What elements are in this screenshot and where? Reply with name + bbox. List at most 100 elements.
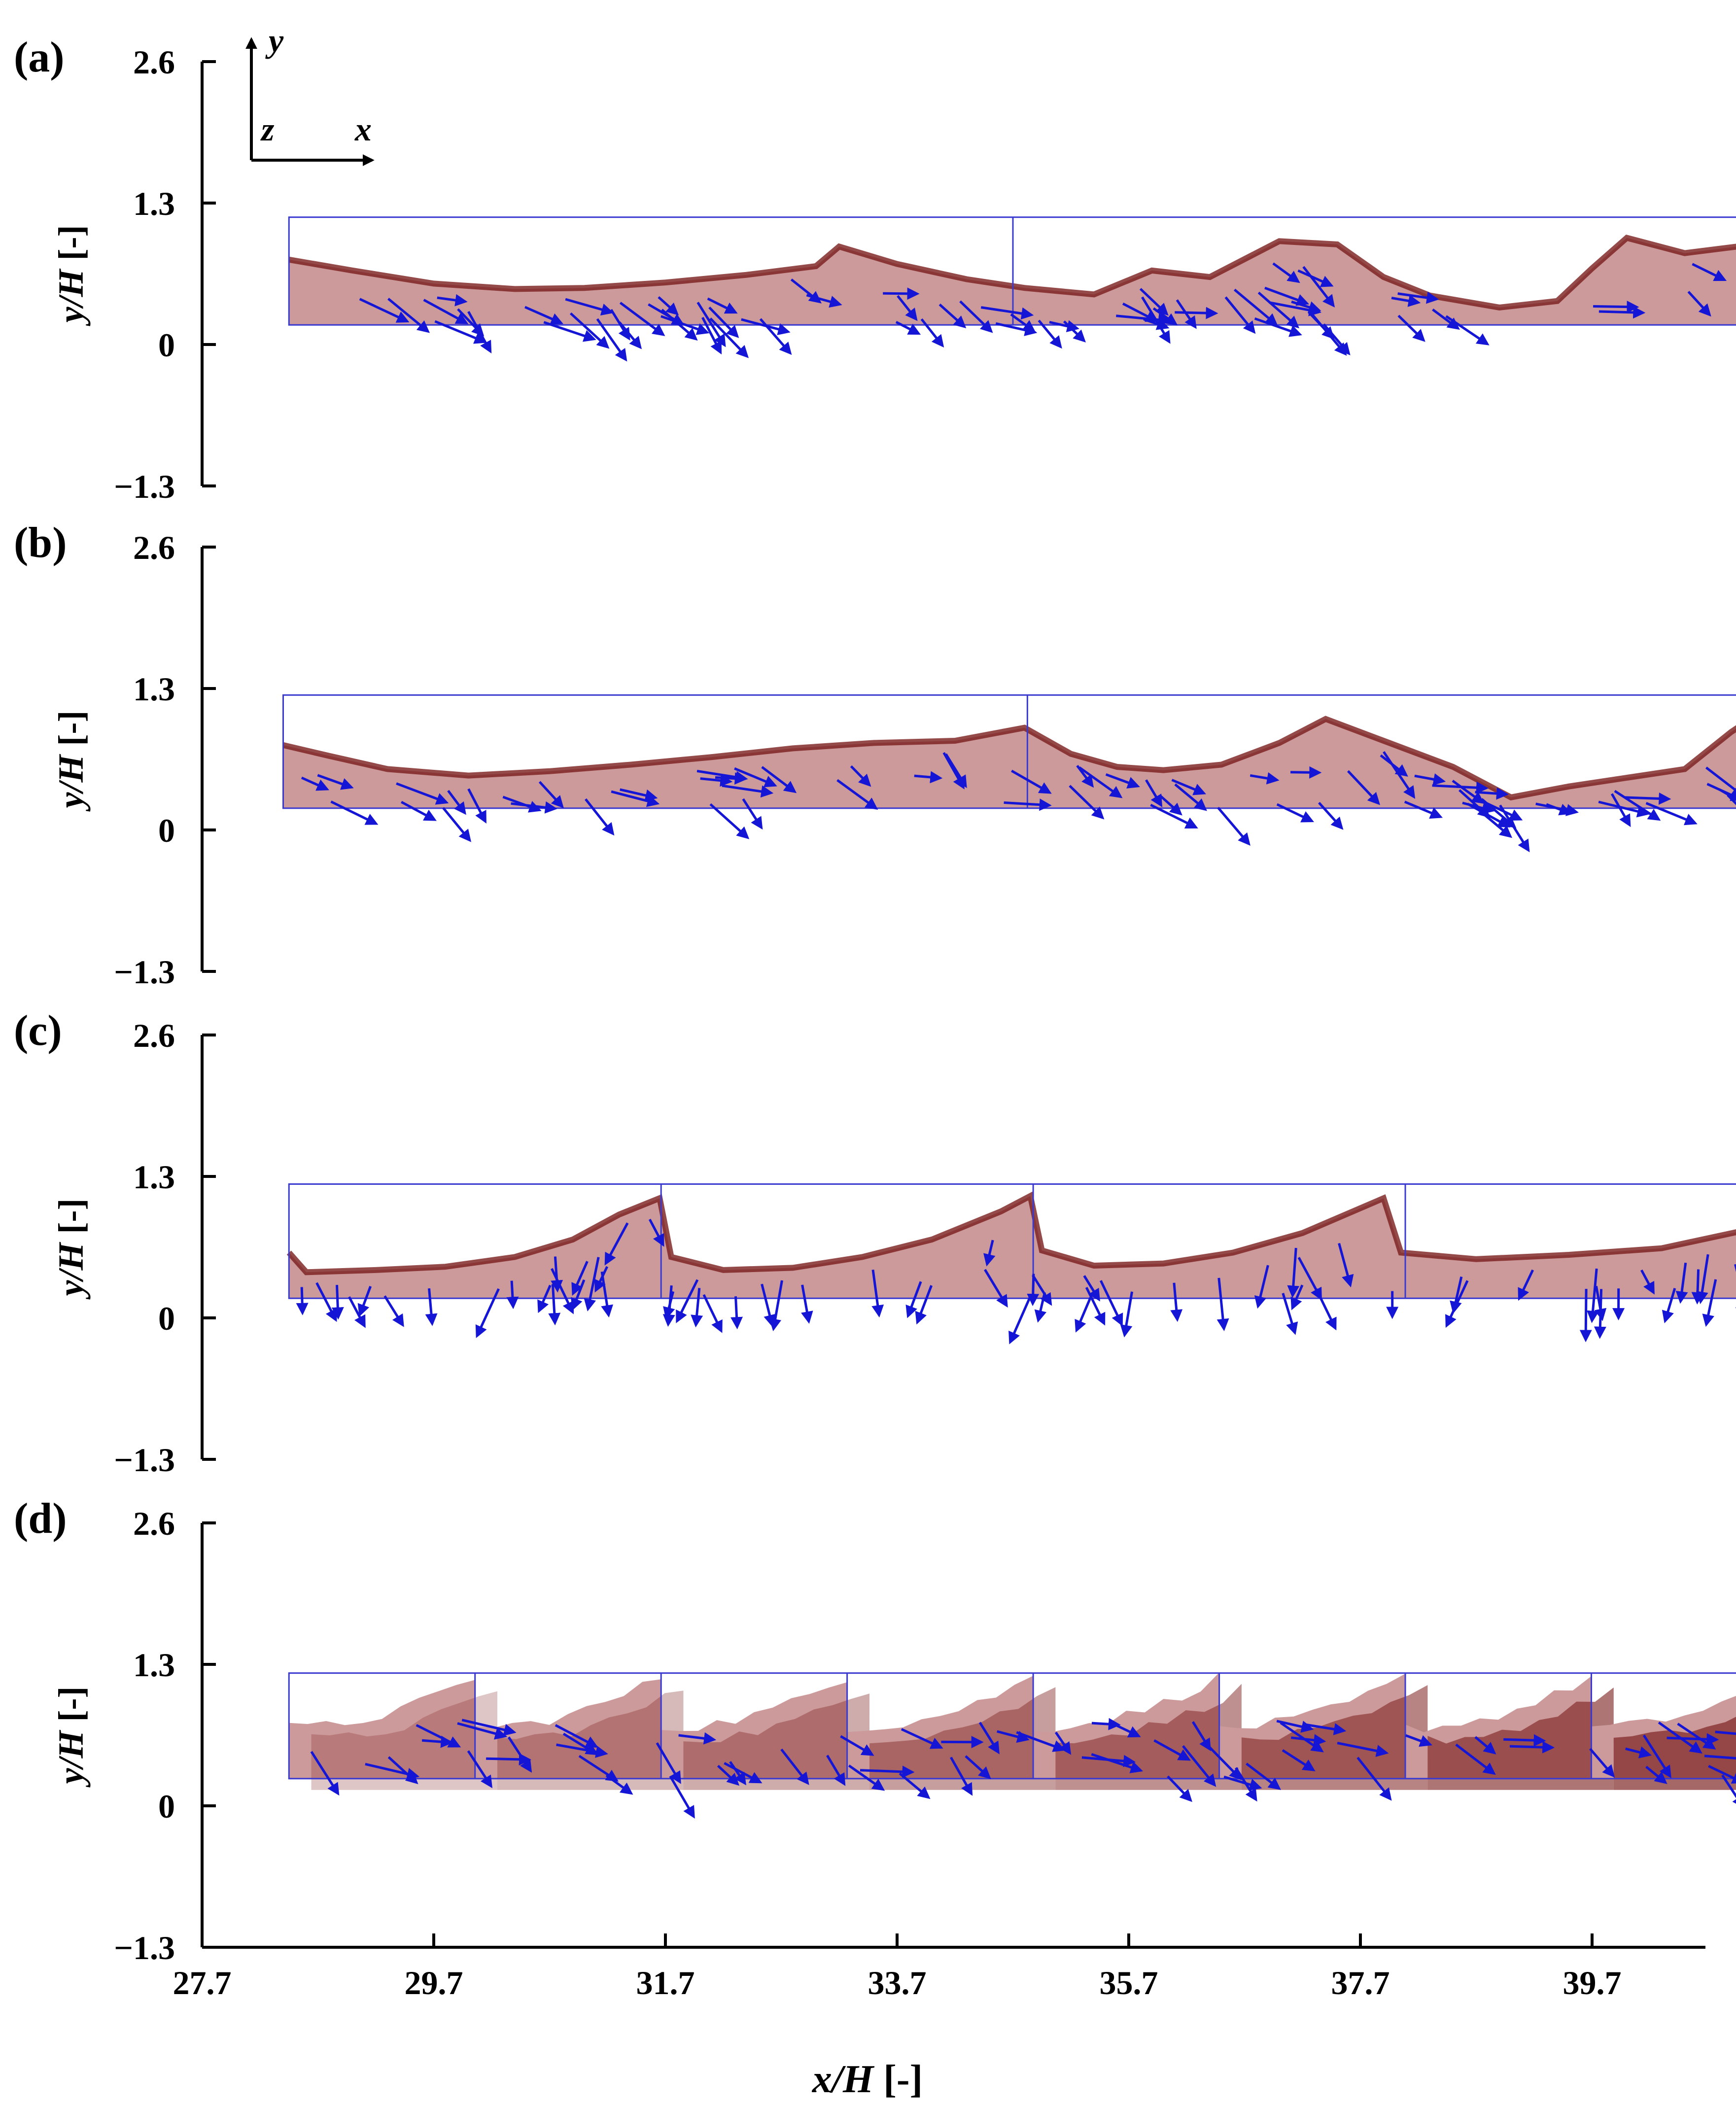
x-tick-label: 31.7 (636, 1964, 695, 2001)
velocity-vector (920, 318, 944, 348)
velocity-vector (759, 318, 792, 355)
turbulent-region (311, 1691, 498, 1790)
x-tick-label: 27.7 (173, 1964, 232, 2001)
x-axis: 27.7 29.7 31.7 33.7 35.7 37.7 39.7 (173, 1933, 1705, 2001)
velocity-vector (1280, 1722, 1324, 1753)
liquid-region (283, 719, 1736, 808)
velocity-vector (348, 1296, 366, 1328)
velocity-vector (1176, 299, 1197, 329)
y-tick-label: −1.3 (114, 1441, 175, 1479)
velocity-vector (1276, 1720, 1314, 1733)
velocity-vector (708, 307, 739, 338)
velocity-vector (1452, 780, 1485, 804)
liquid-region (661, 1682, 847, 1779)
velocity-vector (565, 298, 614, 316)
velocity-vector (1291, 300, 1321, 313)
velocity-vector (416, 1724, 461, 1748)
indicator-x-label: x (354, 110, 372, 148)
y-axis-label-unit: [-] (51, 225, 91, 270)
velocity-vector (984, 1269, 1008, 1308)
y-tick-label: 2.6 (133, 43, 175, 81)
velocity-vector (840, 1735, 874, 1756)
y-axis-label-unit: [-] (51, 711, 91, 755)
velocity-vector (511, 801, 557, 814)
velocity-vector (1004, 798, 1052, 811)
velocity-vector (702, 1294, 723, 1333)
velocity-vector (1715, 1730, 1736, 1735)
velocity-vector (709, 317, 749, 358)
velocity-vector (1217, 806, 1250, 846)
velocity-vector (1170, 1282, 1183, 1322)
y-tick-label: 0 (158, 1788, 175, 1825)
velocity-vector (620, 788, 658, 802)
velocity-vector (860, 1765, 915, 1778)
velocity-vector (1208, 1746, 1242, 1781)
velocity-vector (543, 321, 596, 342)
velocity-vector (1322, 323, 1351, 355)
velocity-vector (594, 1266, 609, 1293)
velocity-vector (1254, 317, 1302, 337)
velocity-vector (729, 1761, 747, 1786)
velocity-vector (1645, 802, 1698, 826)
velocity-vector (1455, 1743, 1496, 1775)
velocity-vector (506, 1280, 519, 1310)
velocity-vector (1356, 1757, 1392, 1801)
liquid-region (847, 1676, 1034, 1779)
velocity-vector (425, 1288, 438, 1326)
velocity-vector (790, 278, 822, 304)
velocity-vector (1078, 766, 1123, 798)
velocity-vector (437, 294, 468, 307)
turbulent-region (869, 1687, 1056, 1790)
velocity-vector (1272, 262, 1300, 283)
liquid-region (289, 238, 1736, 325)
velocity-vector (524, 306, 563, 325)
velocity-vector (571, 1261, 589, 1296)
x-tick-label: 29.7 (405, 1964, 463, 2001)
velocity-vector (1691, 1269, 1704, 1305)
velocity-vector (938, 303, 967, 329)
velocity-vector (700, 774, 733, 787)
velocity-vector (1010, 313, 1036, 333)
velocity-vector (1397, 314, 1425, 342)
velocity-vector (1141, 296, 1171, 344)
velocity-vector (678, 1732, 717, 1745)
velocity-vector (658, 296, 679, 315)
y-tick-label: 1.3 (133, 1158, 175, 1196)
velocity-vector (1404, 800, 1443, 819)
velocity-vector (600, 1271, 614, 1318)
velocity-vector (871, 1269, 884, 1318)
velocity-vector (648, 1218, 664, 1247)
velocity-vector (1091, 1718, 1121, 1730)
y-tick-label: 2.6 (133, 1017, 175, 1054)
y-tick-label: 2.6 (133, 1505, 175, 1542)
velocity-vector (1347, 770, 1381, 805)
velocity-vector (578, 1755, 619, 1782)
velocity-vector (1391, 295, 1421, 307)
y-tick-label: −1.3 (114, 1929, 175, 1966)
velocity-vector (850, 765, 871, 787)
velocity-vector (1159, 795, 1182, 816)
velocity-vector (442, 807, 472, 842)
velocity-vector (1432, 308, 1460, 330)
y-tick-label: −1.3 (114, 468, 175, 505)
velocity-vector (1297, 269, 1334, 287)
velocity-vector (761, 1283, 776, 1327)
velocity-vector (330, 800, 379, 825)
velocity-vector (1675, 1262, 1688, 1304)
velocity-vector (780, 1748, 809, 1785)
velocity-vector (571, 1279, 586, 1311)
velocity-vector (1338, 1242, 1354, 1288)
velocity-vector (707, 297, 738, 314)
velocity-vector (1250, 772, 1280, 785)
velocity-vector (1054, 1731, 1072, 1755)
velocity-vector (1297, 1257, 1322, 1301)
velocity-vector (1704, 1755, 1736, 1760)
velocity-vector (467, 1750, 493, 1789)
velocity-vector (1705, 766, 1736, 797)
velocity-vector (914, 771, 943, 784)
velocity-vector (656, 1742, 681, 1784)
velocity-vector (662, 1285, 675, 1327)
velocity-vector (1474, 1736, 1496, 1755)
x-axis-label: x/H [-] (812, 2058, 923, 2101)
y-axis-label-unit: [-] (51, 1687, 91, 1731)
